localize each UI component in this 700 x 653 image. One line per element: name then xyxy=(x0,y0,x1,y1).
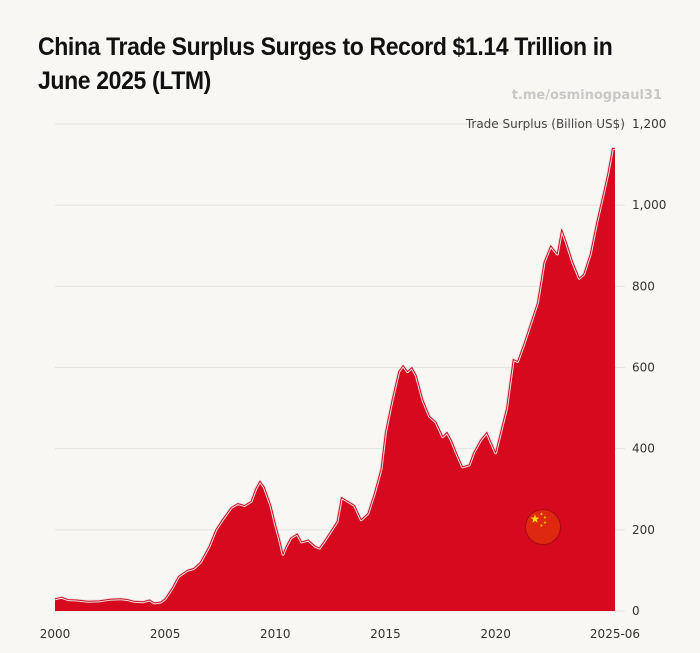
y-tick-label: 1,000 xyxy=(632,198,666,212)
y-tick-label: 1,200 xyxy=(632,117,666,131)
x-tick-label: 2000 xyxy=(40,627,71,641)
page-title: China Trade Surplus Surges to Record $1.… xyxy=(38,33,613,95)
flag-star xyxy=(543,516,547,520)
flag-star xyxy=(540,524,544,528)
flag-star xyxy=(530,514,540,523)
flag-disc xyxy=(526,510,560,544)
flag-star xyxy=(540,512,544,516)
x-tick-label: 2020 xyxy=(480,627,511,641)
y-tick-label: 800 xyxy=(632,279,655,293)
y-tick-label: 0 xyxy=(632,604,640,618)
x-tick-label: 2025-06 xyxy=(590,627,640,641)
area-fill xyxy=(55,148,615,611)
x-tick-label: 2010 xyxy=(260,627,291,641)
series-line xyxy=(54,147,615,604)
y-tick-label: 600 xyxy=(632,361,655,375)
surplus-area xyxy=(54,146,615,611)
x-tick-label: 2005 xyxy=(150,627,181,641)
y-tick-label: 400 xyxy=(632,442,655,456)
y-tick-label: 200 xyxy=(632,523,655,537)
y-axis-ticks: 0 200 400 600 800 1,000 1,200 xyxy=(632,117,666,618)
x-axis-ticks: 2000 2005 2010 2015 2020 2025-06 xyxy=(40,627,640,641)
y-axis-label: Trade Surplus (Billion US$) xyxy=(465,117,625,131)
x-tick-label: 2015 xyxy=(370,627,401,641)
flag-star xyxy=(543,520,547,524)
watermark: t.me/osminogpaul31 xyxy=(511,88,662,103)
china-flag-icon xyxy=(524,508,562,546)
